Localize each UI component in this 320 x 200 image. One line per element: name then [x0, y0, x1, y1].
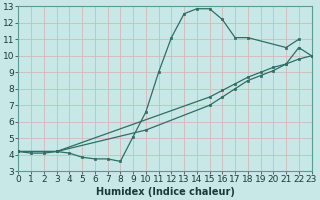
X-axis label: Humidex (Indice chaleur): Humidex (Indice chaleur) [96, 187, 235, 197]
